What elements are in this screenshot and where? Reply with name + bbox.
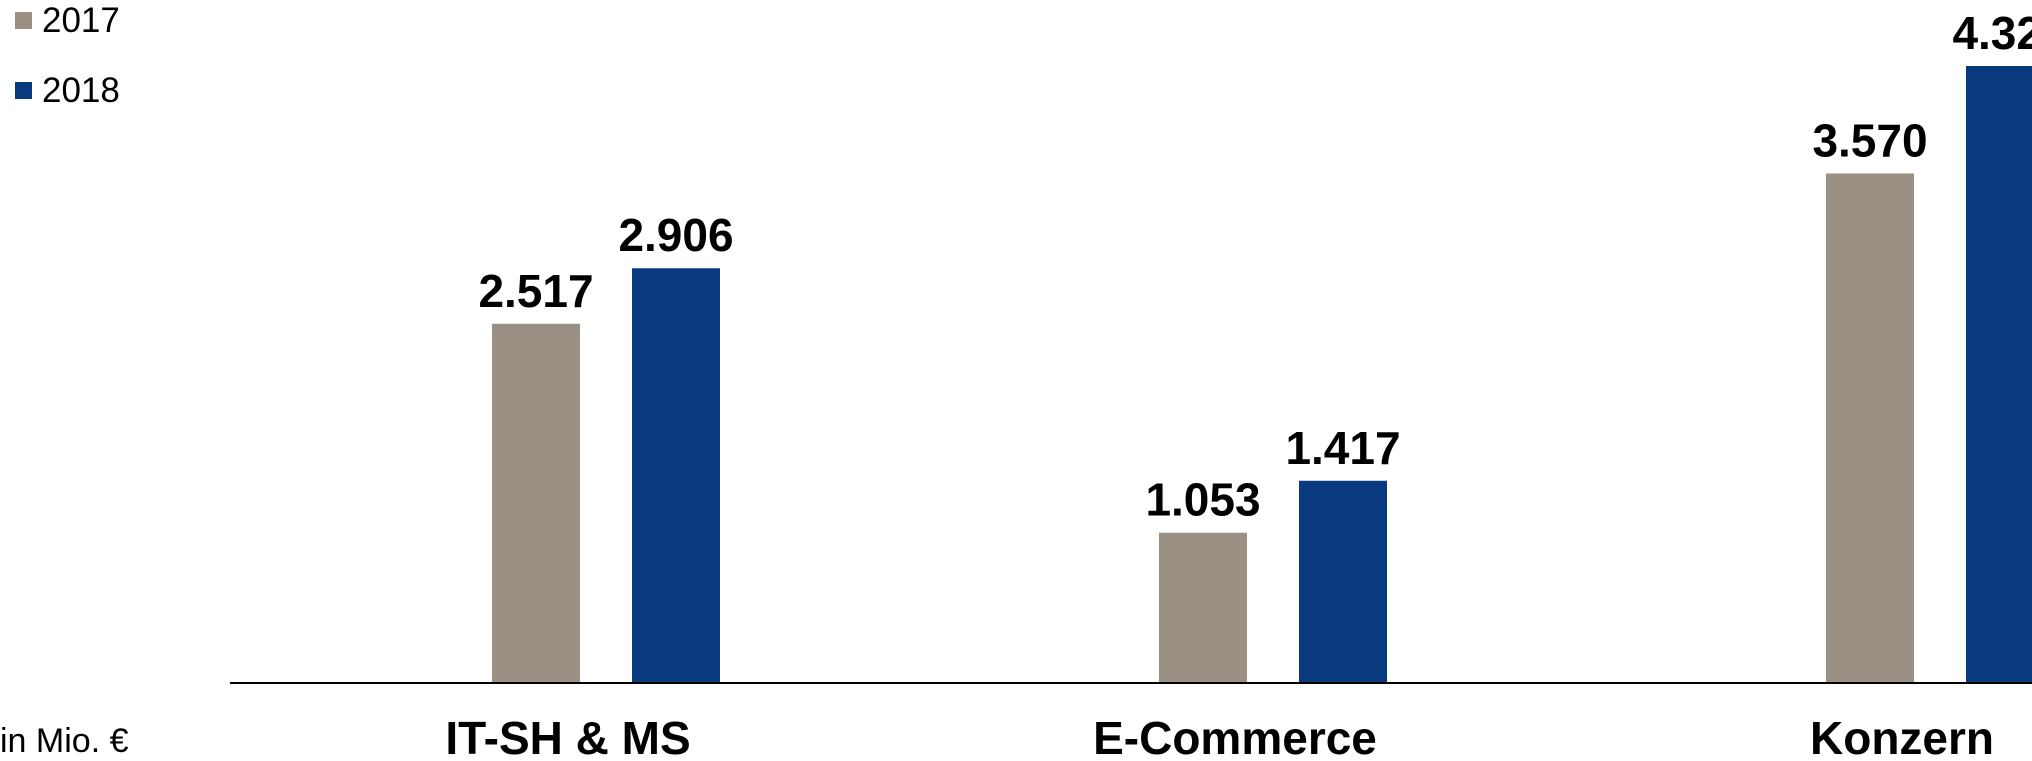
unit-label: in Mio. € [0, 722, 129, 760]
bar-konzern-2018 [1966, 66, 2032, 683]
data-label-it-sh-ms-2018: 2.906 [618, 209, 733, 261]
data-label-it-sh-ms-2017: 2.517 [478, 265, 593, 317]
bar-konzern-2017 [1826, 173, 1914, 683]
legend-label-2018: 2018 [42, 71, 120, 110]
bar-it-sh-ms-2018 [632, 268, 720, 683]
data-label-e-commerce-2017: 1.053 [1145, 474, 1260, 526]
data-label-e-commerce-2018: 1.417 [1285, 422, 1400, 474]
category-label-it-sh-ms: IT-SH & MS [445, 712, 690, 761]
bar-e-commerce-2018 [1299, 480, 1387, 683]
bar-it-sh-ms-2017 [492, 323, 580, 683]
data-label-konzern-2018: 4.323 [1952, 7, 2032, 59]
data-labels-group: 2.517 1.053 3.570 2.906 1.417 4.323 [478, 7, 2032, 526]
legend-swatch-2017 [15, 12, 32, 29]
category-label-konzern: Konzern [1810, 712, 1994, 761]
legend-swatch-2018 [15, 82, 32, 99]
bars-group [492, 66, 2032, 683]
legend: 2017 2018 [15, 1, 120, 110]
category-label-e-commerce: E-Commerce [1093, 712, 1377, 761]
bar-e-commerce-2017 [1159, 532, 1247, 683]
data-label-konzern-2017: 3.570 [1812, 114, 1927, 166]
category-labels-group: IT-SH & MS E-Commerce Konzern [445, 712, 1994, 761]
legend-label-2017: 2017 [42, 1, 120, 40]
